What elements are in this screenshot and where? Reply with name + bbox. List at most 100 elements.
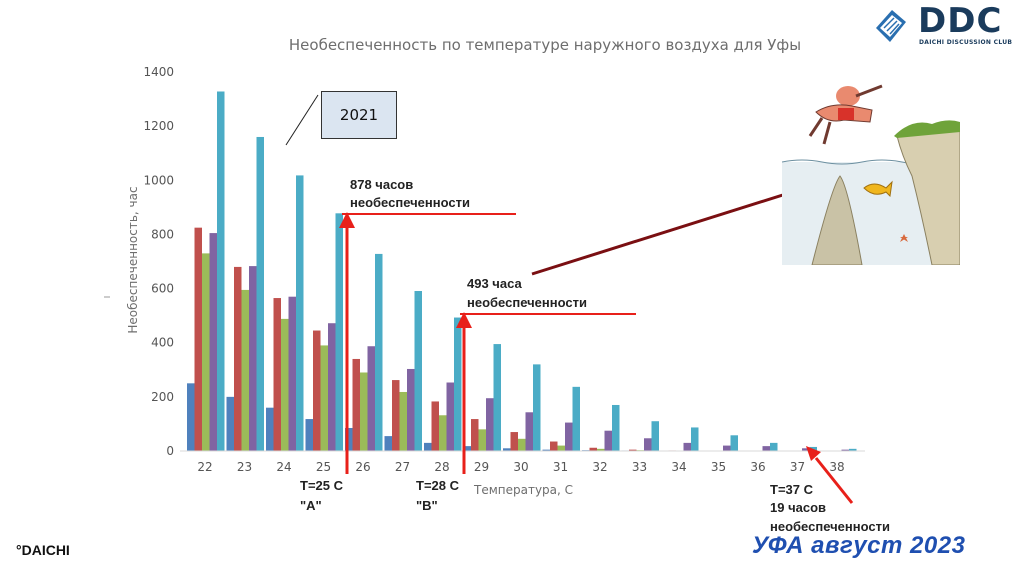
bar — [256, 136, 264, 451]
x-tick-label: 26 — [355, 460, 370, 474]
bar — [352, 358, 360, 451]
bar — [572, 386, 580, 451]
x-tick-label: 38 — [829, 460, 844, 474]
t37-line3: необеспеченности — [770, 519, 890, 534]
daichi-brand: °DAICHI — [16, 542, 70, 558]
bar — [392, 380, 400, 451]
bar — [762, 446, 770, 451]
bar — [589, 447, 597, 451]
bar — [651, 421, 659, 451]
bar — [241, 289, 249, 451]
bar — [770, 442, 778, 451]
a-text-label: необеспеченности — [350, 195, 470, 210]
x-tick-label: 31 — [553, 460, 568, 474]
t28-line2: "В" — [416, 498, 438, 513]
bar — [454, 317, 462, 451]
bar — [320, 345, 328, 451]
y-tick-label: 600 — [151, 282, 174, 296]
bar — [691, 427, 699, 451]
bar — [557, 445, 565, 451]
bar — [226, 396, 234, 451]
bar — [209, 233, 217, 451]
x-tick-label: 30 — [513, 460, 528, 474]
year-callout-line — [285, 94, 319, 146]
bar — [328, 323, 336, 451]
year-label-box: 2021 — [321, 91, 397, 139]
y-tick-label: 0 — [166, 444, 174, 458]
bar — [431, 401, 439, 451]
y-tick-label: 400 — [151, 336, 174, 350]
bar — [384, 436, 392, 451]
t37-arrow — [814, 457, 854, 504]
y-tick-label: 1000 — [143, 173, 174, 187]
t28-line1: Т=28 С — [416, 478, 460, 493]
bar — [683, 442, 691, 451]
t37-line1: Т=37 С — [770, 482, 814, 497]
bar — [249, 266, 257, 451]
bar — [471, 419, 479, 451]
y-tick-label: 1200 — [143, 119, 174, 133]
bar — [407, 368, 415, 451]
logo-subtitle: DAICHI DISCUSSION CLUB — [919, 39, 1013, 46]
y-axis-ticks: 0 200 400 600 800 1000 1200 1400 — [143, 65, 174, 458]
b-text-label: необеспеченности — [467, 295, 587, 310]
bar-series — [187, 91, 857, 452]
bar — [273, 298, 281, 451]
bar — [644, 438, 652, 451]
t25-line1: Т=25 С — [300, 478, 344, 493]
bar — [525, 412, 533, 451]
year-label: 2021 — [339, 106, 379, 124]
bar — [463, 446, 471, 451]
bar — [439, 415, 447, 451]
bar — [281, 318, 289, 451]
bar — [194, 227, 202, 451]
x-tick-label: 37 — [790, 460, 805, 474]
bar — [367, 346, 375, 451]
y-tick-label: 800 — [151, 227, 174, 241]
bar — [187, 383, 195, 451]
y-tick-label: 1400 — [143, 65, 174, 79]
bar — [399, 391, 407, 451]
footer-title: УФА август 2023 — [752, 532, 966, 559]
bar — [604, 430, 612, 451]
bar — [414, 291, 422, 451]
x-tick-label: 36 — [750, 460, 765, 474]
bar — [841, 449, 849, 451]
x-axis-ticks: 22 23 24 25 26 27 28 29 30 31 32 33 34 35 36 37 38 — [197, 460, 844, 474]
bar — [510, 432, 518, 451]
bar — [266, 407, 274, 451]
x-tick-label: 25 — [316, 460, 331, 474]
x-tick-label: 32 — [592, 460, 607, 474]
bar — [305, 419, 313, 451]
y-tick-label: 200 — [151, 390, 174, 404]
a-hours-label: 878 часов — [350, 177, 413, 192]
b-hours-label: 493 часа — [467, 276, 522, 291]
bar — [597, 448, 605, 451]
bar — [296, 175, 304, 452]
bar — [446, 382, 454, 451]
bar — [375, 253, 383, 451]
bar — [234, 266, 242, 451]
bar — [202, 253, 210, 451]
bar — [313, 330, 321, 451]
x-tick-label: 28 — [434, 460, 449, 474]
bar — [612, 404, 620, 451]
bar — [565, 422, 573, 451]
x-tick-label: 22 — [197, 460, 212, 474]
bar — [486, 398, 494, 451]
t25-line2: "А" — [300, 498, 322, 513]
bar — [849, 448, 857, 451]
b-arrow-head — [456, 312, 472, 328]
t37-arrow-head — [806, 446, 821, 461]
bar — [629, 449, 637, 451]
bar — [493, 344, 501, 451]
bar — [478, 429, 486, 451]
bar — [503, 448, 511, 451]
ddc-logo: DDC DAICHI DISCUSSION CLUB — [868, 2, 1018, 50]
logo-text: DDC — [918, 1, 1003, 41]
bar — [424, 442, 432, 451]
x-axis-label: Температура, С — [473, 483, 573, 497]
book-icon — [876, 10, 906, 42]
x-tick-label: 35 — [711, 460, 726, 474]
